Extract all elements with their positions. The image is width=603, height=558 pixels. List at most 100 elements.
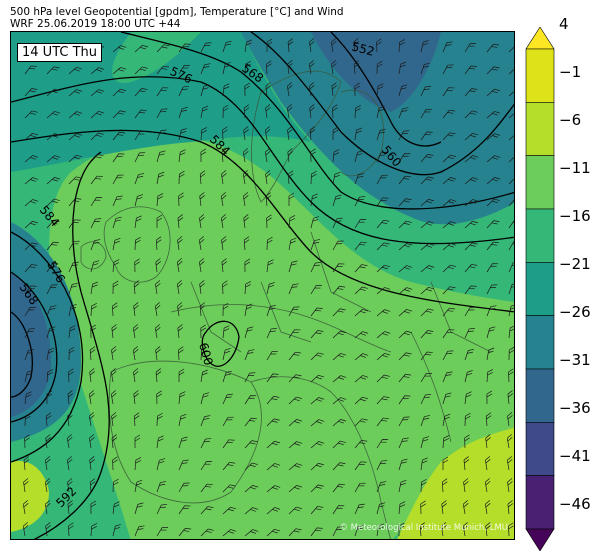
wind-barb (68, 133, 83, 141)
wind-barb (287, 148, 293, 163)
wind-barb (442, 413, 451, 427)
wind-barb (68, 219, 81, 229)
wind-barb (134, 44, 149, 53)
wind-barb (24, 306, 36, 317)
wind-barb (442, 456, 449, 471)
wind-barb (46, 284, 58, 295)
wind-barb (376, 523, 385, 537)
wind-barb (266, 396, 280, 405)
wind-barb (111, 412, 117, 427)
wind-barb (265, 170, 271, 185)
wind-barb (90, 260, 100, 273)
colorbar-segment (525, 315, 555, 370)
wind-barb (332, 353, 347, 361)
wind-barb (90, 218, 102, 229)
wind-barb (398, 198, 412, 207)
wind-barb (354, 105, 361, 119)
colorbar-segment (525, 27, 555, 50)
wind-barb (222, 83, 230, 97)
wind-barb (310, 419, 325, 427)
wind-barb (112, 302, 118, 317)
wind-barb (376, 83, 384, 97)
wind-barb (288, 260, 298, 273)
wind-barb (354, 331, 369, 339)
wind-barb (24, 242, 38, 251)
wind-barb (266, 60, 272, 75)
wind-barb (134, 88, 148, 97)
wind-barb (332, 462, 346, 471)
wind-barb (244, 303, 253, 317)
wind-barb (310, 484, 324, 493)
wind-barb (89, 368, 95, 383)
wind-barb (266, 373, 279, 383)
wind-barb (90, 67, 105, 75)
wind-barb (332, 285, 346, 295)
wind-barb (133, 390, 139, 405)
wind-barb (178, 149, 186, 163)
wind-barb (288, 351, 302, 361)
wind-barb (90, 132, 104, 141)
wind-barb (134, 194, 144, 207)
wind-barb (309, 38, 315, 53)
wind-barb (156, 44, 170, 53)
wind-barb (199, 192, 205, 207)
wind-barb (353, 38, 359, 53)
wind-barb (243, 126, 249, 141)
wind-barb (265, 82, 272, 97)
wind-barb (464, 327, 476, 339)
wind-barb (286, 82, 293, 97)
wind-barb (68, 522, 74, 537)
wind-barb (287, 126, 293, 141)
wind-barb (178, 85, 190, 97)
colorbar-tick-label: −46 (559, 495, 591, 513)
wind-barb (134, 215, 142, 229)
wind-barb (508, 261, 514, 273)
wind-barb (508, 240, 514, 251)
wind-barb (398, 416, 410, 427)
wind-barb (133, 368, 139, 383)
wind-barb (420, 286, 435, 295)
wind-barb (24, 220, 39, 229)
colorbar-segment (525, 155, 555, 210)
wind-barb (419, 522, 426, 537)
wind-barb (156, 214, 163, 229)
wind-barb (420, 394, 432, 405)
wind-barb (420, 62, 430, 75)
wind-barb (508, 522, 514, 537)
wind-barb (442, 307, 456, 317)
wind-barb (485, 434, 491, 449)
wind-barb (288, 283, 299, 295)
wind-barb (154, 302, 161, 317)
wind-barb (376, 352, 391, 361)
contour-label: 552 (350, 39, 376, 58)
wind-barb (354, 524, 364, 537)
colorbar-tick-label: −11 (559, 159, 591, 177)
wind-barb (89, 478, 96, 493)
wind-barb (66, 434, 73, 449)
wind-barb (46, 347, 55, 361)
wind-barb (420, 131, 433, 141)
wind-barb (376, 417, 389, 427)
wind-barb (178, 170, 185, 185)
wind-barb (243, 148, 249, 163)
wind-barb (90, 500, 97, 515)
wind-barb (286, 104, 293, 119)
colorbar-tick-label: −36 (559, 399, 591, 417)
temperature-field-coldest-w (11, 272, 51, 417)
wind-barb (310, 374, 325, 383)
chart-title-line-1: 500 hPa level Geopotential [gpdm], Tempe… (10, 6, 344, 18)
wind-barb (45, 500, 51, 515)
wind-barb (199, 214, 205, 229)
wind-barb (354, 418, 368, 427)
wind-barb (177, 324, 184, 339)
wind-barb (354, 503, 365, 515)
wind-barb (156, 87, 169, 97)
wind-barb (420, 243, 435, 251)
wind-barb (266, 507, 281, 515)
wind-barb (265, 104, 271, 119)
wind-barb (486, 284, 498, 295)
wind-barb (442, 41, 453, 53)
wind-barb (178, 391, 186, 405)
wind-barb (243, 104, 250, 119)
wind-barb (310, 506, 324, 515)
